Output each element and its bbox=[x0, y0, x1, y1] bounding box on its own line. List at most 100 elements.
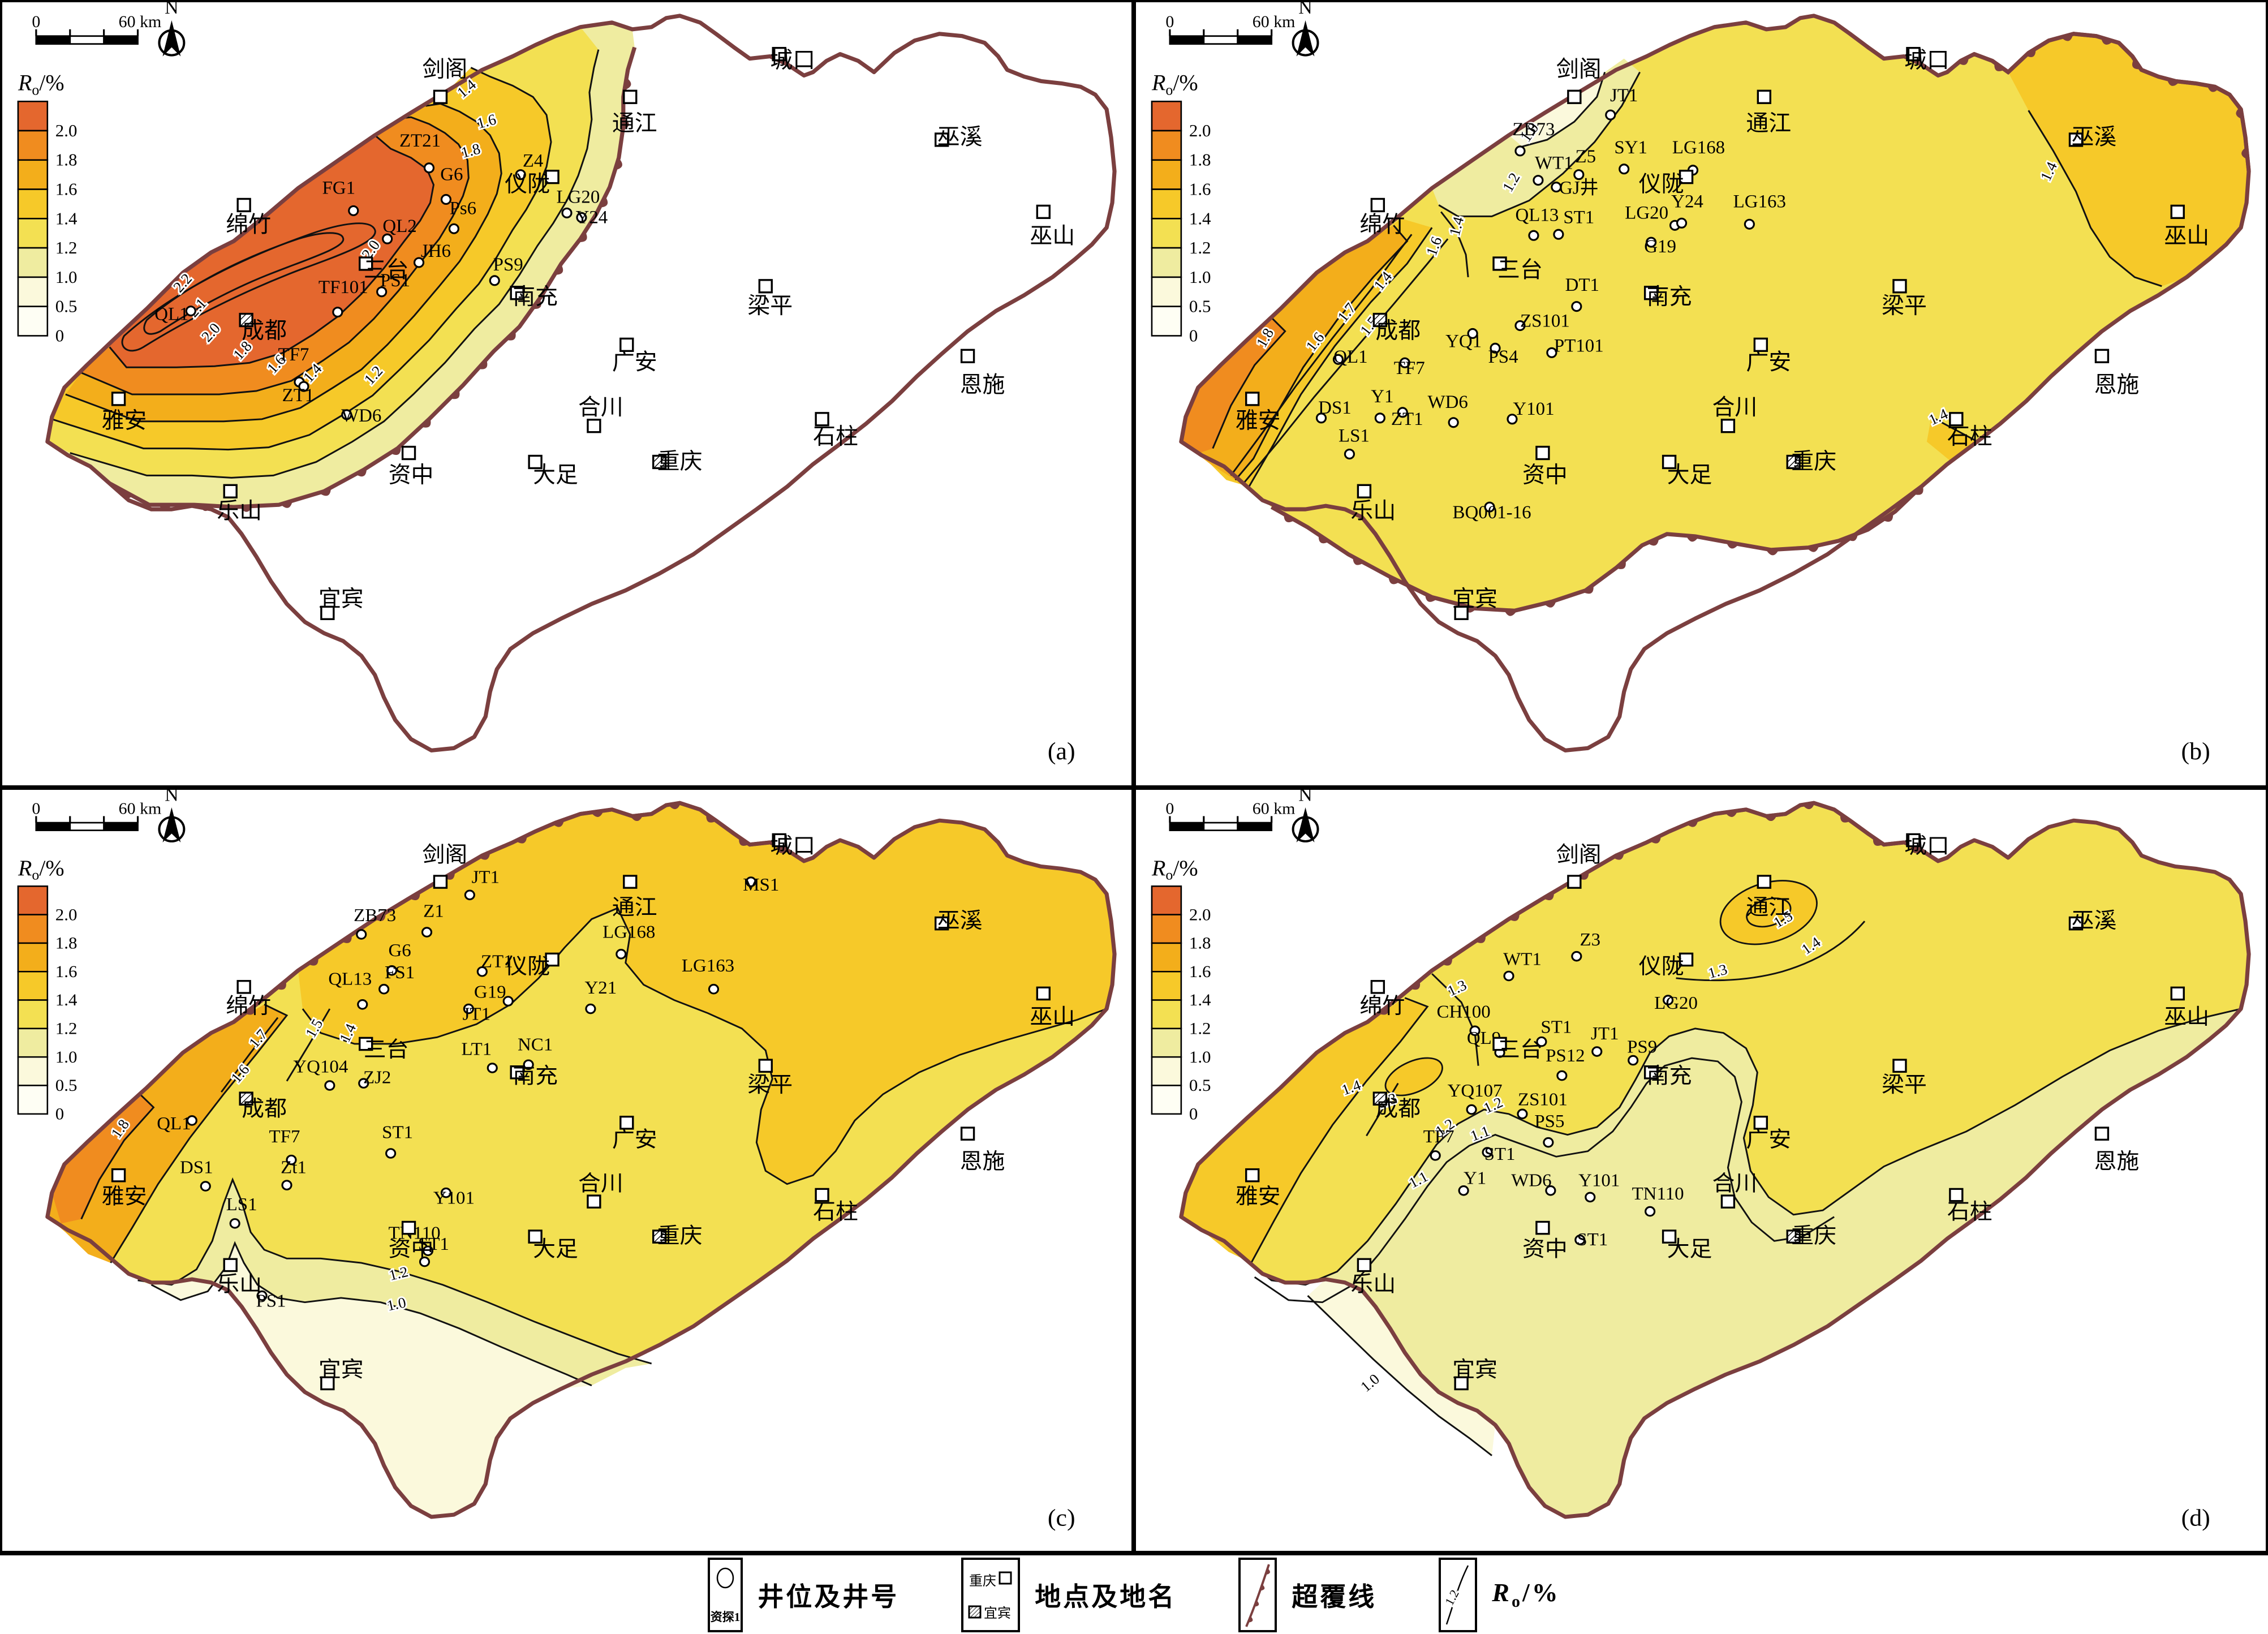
well-marker bbox=[1545, 1185, 1556, 1196]
city-label: 资中 bbox=[1522, 1237, 1568, 1261]
city-label: 广安 bbox=[612, 349, 657, 375]
well-label: ZT1 bbox=[481, 952, 513, 971]
contour-line bbox=[302, 907, 1107, 1185]
ro-legend-swatch bbox=[1151, 188, 1182, 220]
ro-band-region bbox=[1181, 225, 1408, 480]
ro-band-region bbox=[47, 1004, 287, 1263]
contour-line bbox=[80, 1093, 155, 1220]
city-label: 仪陇 bbox=[505, 954, 550, 979]
city-marker bbox=[772, 833, 786, 848]
city-marker bbox=[510, 286, 524, 300]
city-label: 广安 bbox=[1746, 1127, 1791, 1151]
well-marker bbox=[440, 1187, 452, 1198]
city-label: 南充 bbox=[1647, 284, 1692, 309]
place-sample-bottom: 宜宾 bbox=[984, 1606, 1011, 1621]
overlap-line-tooth bbox=[320, 487, 332, 496]
ro-legend-tick: 0.5 bbox=[55, 296, 78, 316]
city-marker bbox=[934, 132, 949, 147]
ro-legend-swatch bbox=[1151, 100, 1182, 132]
well-label: Y101 bbox=[1513, 399, 1554, 419]
city-marker bbox=[619, 1116, 634, 1130]
ro-band-region bbox=[51, 1094, 154, 1224]
contour-line bbox=[70, 49, 600, 479]
contour-line bbox=[1431, 973, 1479, 1066]
ro-legend-tick: 1.0 bbox=[1189, 1047, 1211, 1066]
city-label: 宜宾 bbox=[319, 1357, 364, 1382]
well-label: LG163 bbox=[682, 956, 734, 976]
overlap-line-tooth bbox=[624, 78, 631, 91]
ro-legend-swatch bbox=[1151, 1027, 1182, 1058]
north-arrow-icon: N bbox=[158, 790, 186, 842]
city-marker bbox=[1245, 392, 1260, 406]
place-sample-top: 重庆 bbox=[969, 1573, 996, 1589]
well-label: SY1 bbox=[1614, 137, 1647, 158]
scale-zero-label: 0 bbox=[1165, 800, 1174, 818]
city-label: 重庆 bbox=[657, 1224, 703, 1248]
well-marker bbox=[1528, 230, 1539, 241]
well-marker bbox=[1619, 164, 1630, 175]
city-marker bbox=[2094, 1126, 2110, 1141]
city-marker-hatched bbox=[652, 454, 667, 470]
well-marker bbox=[281, 1180, 292, 1190]
place-symbol-icon: 重庆 宜宾 bbox=[961, 1557, 1021, 1632]
overlap-line-tooth bbox=[1957, 57, 1969, 65]
overlap-line-tooth bbox=[421, 418, 431, 428]
overlap-line-tooth bbox=[1616, 560, 1626, 569]
city-label: 三台 bbox=[1497, 257, 1543, 282]
contour-line bbox=[143, 232, 345, 335]
city-marker bbox=[1535, 1220, 1550, 1235]
city-marker bbox=[2068, 916, 2084, 931]
well-label: MS1 bbox=[743, 875, 779, 895]
city-label: 石柱 bbox=[813, 424, 858, 449]
overlap-line-tooth bbox=[706, 814, 717, 823]
overlap-line-tooth bbox=[1388, 576, 1400, 584]
key-label-overlap: 超覆线 bbox=[1292, 1582, 1377, 1611]
well-label: TF7 bbox=[1394, 358, 1425, 379]
well-label: PS4 bbox=[1488, 347, 1518, 367]
well-marker bbox=[1448, 417, 1459, 428]
overlap-line-tooth bbox=[2132, 58, 2141, 70]
overlap-line-tooth bbox=[776, 845, 788, 853]
well-label: Z5 bbox=[1576, 147, 1596, 167]
well-marker bbox=[1466, 1104, 1477, 1115]
well-label: CH100 bbox=[1437, 1002, 1491, 1022]
map-canvas-a: 1.41.61.82.02.22.12.01.81.6 1.4 1.2ZT21Z4G… bbox=[17, 2, 1117, 765]
scale-zero-label: 0 bbox=[1165, 12, 1174, 31]
city-marker bbox=[960, 349, 975, 363]
well-marker bbox=[1344, 448, 1355, 460]
city-label: 三台 bbox=[364, 257, 409, 282]
ro-legend-tick: 2.0 bbox=[1189, 905, 1211, 924]
overlap-line-tooth bbox=[1441, 957, 1452, 966]
well-label: PS1 bbox=[256, 1291, 286, 1311]
ro-legend-tick: 1.4 bbox=[1189, 208, 1211, 228]
contour-line bbox=[221, 1017, 279, 1093]
well-marker bbox=[1553, 229, 1564, 240]
key-label-well: 井位及井号 bbox=[758, 1582, 900, 1611]
scale-zero-label: 0 bbox=[32, 12, 40, 31]
city-marker bbox=[223, 484, 238, 498]
well-label: JH6 bbox=[421, 241, 451, 261]
well-label: ST1 bbox=[382, 1123, 413, 1142]
city-marker bbox=[758, 279, 773, 294]
ro-band-region bbox=[1181, 317, 1285, 453]
well-marker bbox=[356, 929, 367, 940]
city-label: 梁平 bbox=[747, 293, 793, 319]
contour-symbol-icon: 1.2 bbox=[1439, 1557, 1478, 1632]
well-marker bbox=[1399, 357, 1410, 368]
city-label: 恩施 bbox=[960, 1149, 1005, 1173]
overlap-line-tooth bbox=[1508, 912, 1520, 921]
contour-line bbox=[137, 1177, 652, 1365]
well-label: QL1 bbox=[157, 1113, 191, 1133]
overlap-line-tooth bbox=[578, 231, 587, 243]
city-label: 大足 bbox=[1667, 1237, 1712, 1261]
well-marker bbox=[1556, 1070, 1568, 1081]
overlap-line bbox=[108, 46, 637, 509]
well-marker bbox=[1571, 301, 1582, 312]
ro-legend-swatch bbox=[17, 188, 49, 220]
overlap-line-tooth bbox=[515, 835, 527, 844]
ro-legend-tick: 1.8 bbox=[55, 934, 78, 952]
well-marker bbox=[419, 1256, 431, 1267]
overlap-line-tooth bbox=[341, 934, 352, 943]
map-canvas-d: 1.51.41.31.31.41.31.21.21.11.11.0Z3WT1CH… bbox=[1151, 790, 2251, 1531]
